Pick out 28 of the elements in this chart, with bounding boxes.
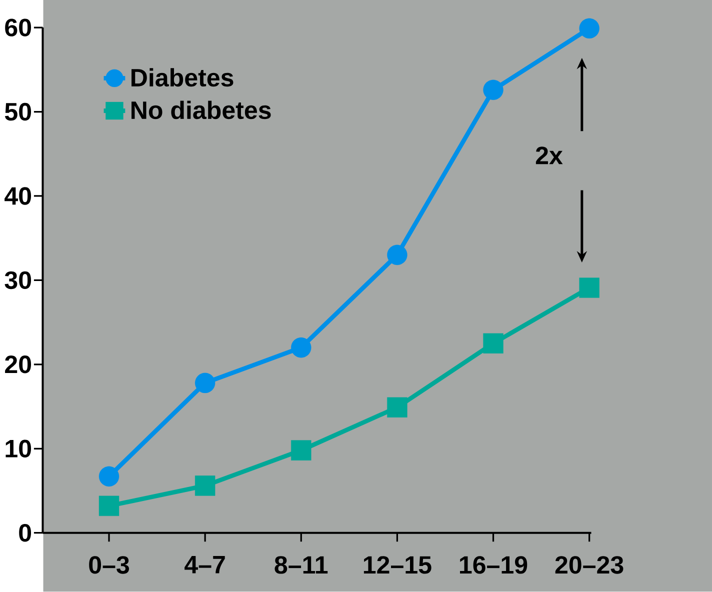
point [579,278,600,298]
y-tick-label: 10 [6,440,32,458]
point [291,440,312,461]
point [483,333,504,354]
point [387,397,408,418]
x-tick-label: 4–7 [184,556,225,574]
legend-label: Diabetes [132,68,234,87]
point [98,466,120,487]
x-tick-label: 16–19 [460,556,528,574]
annotation: 2x [536,146,563,164]
x-tick-label: 8–11 [274,556,328,574]
point [579,18,600,39]
point [387,244,408,266]
y-tick-label: 60 [5,18,32,37]
point [98,496,120,516]
point [291,338,312,358]
y-tick-label: 40 [4,187,32,205]
point [194,372,216,394]
point [194,476,216,496]
point [483,80,504,100]
legend-label: No diabetes [132,100,271,120]
y-tick-label: 20 [5,356,32,374]
x-tick-label: 20–23 [555,556,624,574]
y-tick-label: 0 [19,524,32,542]
x-tick-label: 0–3 [89,556,129,574]
x-tick-label: 12–15 [364,556,432,574]
y-tick-label: 50 [4,103,32,121]
y-tick-label: 30 [4,271,32,290]
